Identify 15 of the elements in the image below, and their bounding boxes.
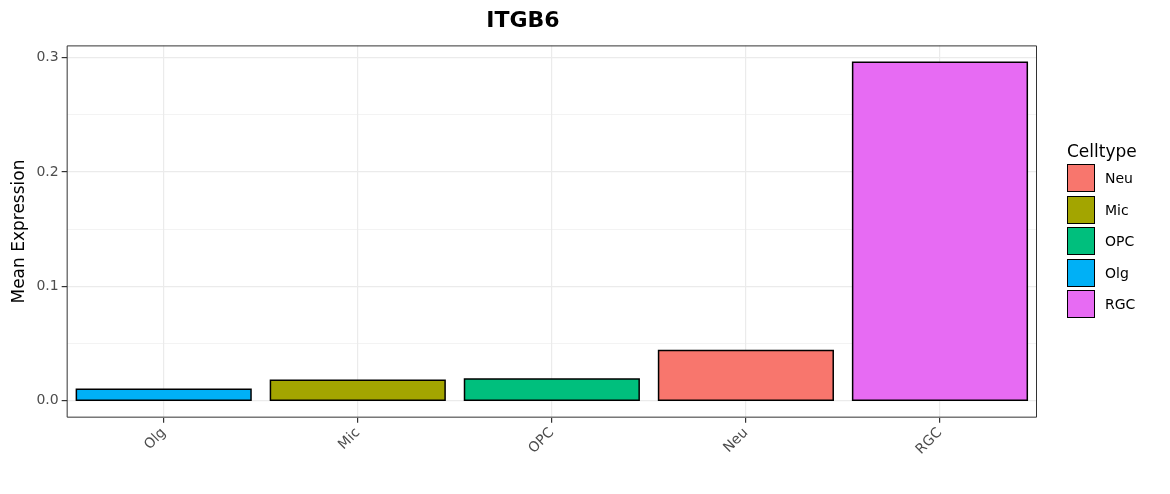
legend-label: RGC [1105,296,1136,313]
y-tick-label: 0.0 [36,391,59,408]
y-axis-title: Mean Expression [7,159,28,304]
legend-label: Neu [1105,170,1133,187]
y-tick-label: 0.3 [36,48,59,65]
x-tick-label: Mic [334,423,363,453]
chart-title: ITGB6 [486,6,560,32]
legend-label: Olg [1105,264,1129,281]
legend-title: Celltype [1067,141,1137,162]
x-tick-label: Olg [140,423,169,453]
legend-label: OPC [1105,233,1135,250]
x-tick-label: Neu [719,423,751,456]
legend-label: Mic [1105,201,1129,218]
y-tick-label: 0.2 [36,162,59,179]
y-tick-label: 0.1 [36,277,59,294]
